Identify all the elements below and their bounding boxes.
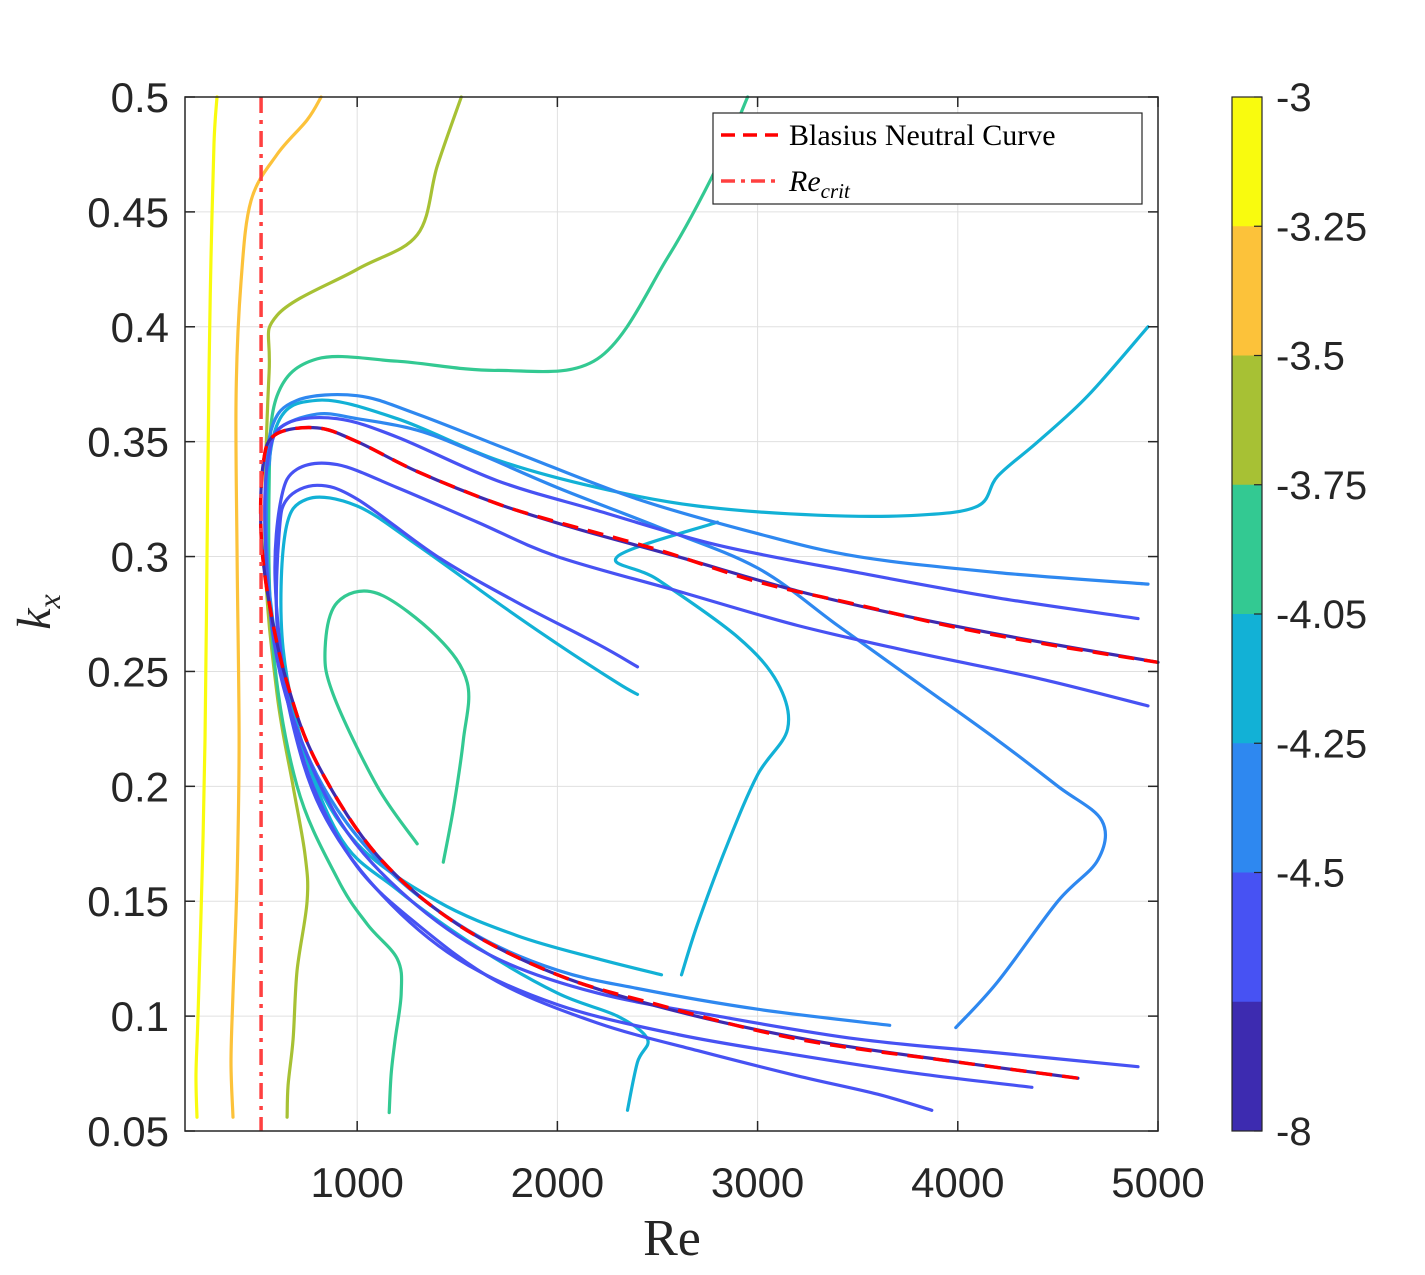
colorbar-segment xyxy=(1232,484,1262,615)
y-tick-label: 0.05 xyxy=(87,1108,169,1155)
y-tick-label: 0.35 xyxy=(87,419,169,466)
contour-line xyxy=(229,95,323,1119)
y-tick-label: 0.4 xyxy=(111,304,169,351)
x-axis-label: Re xyxy=(643,1210,701,1267)
contour-line xyxy=(273,461,1150,1112)
contour-line xyxy=(264,325,1150,1112)
colorbar-segment xyxy=(1232,97,1262,227)
blasius-neutral-curve xyxy=(258,425,1159,1080)
y-tick-label: 0.2 xyxy=(111,763,169,810)
x-tick-label: 4000 xyxy=(911,1159,1004,1206)
x-tick-label: 2000 xyxy=(511,1159,604,1206)
y-tick-label: 0.15 xyxy=(87,878,169,925)
y-tick-label: 0.45 xyxy=(87,189,169,236)
neutral-curve-group xyxy=(258,97,1159,1131)
y-axis-label: kx xyxy=(8,594,67,630)
plot-axes: 1000 2000 3000 4000 5000 0.05 0.1 0.15 0.2 0.25 0.… xyxy=(87,74,1204,1206)
colorbar-tick-label: -3.25 xyxy=(1276,205,1367,249)
y-tick-label: 0.25 xyxy=(87,648,169,695)
contour-line xyxy=(613,520,791,977)
legend-recrit-label: Recrit xyxy=(788,165,851,203)
colorbar-tick-label: -4.05 xyxy=(1276,593,1367,637)
contour-line xyxy=(279,495,664,977)
legend-box xyxy=(712,112,1143,205)
colorbar-tick-label: -3.5 xyxy=(1276,335,1345,379)
x-tick-label: 1000 xyxy=(310,1159,403,1206)
legend: Blasius Neutral Curve Recrit xyxy=(712,112,1143,205)
contour-line xyxy=(263,416,1140,1069)
x-tick-label: 5000 xyxy=(1111,1159,1204,1206)
legend-neutral-label: Blasius Neutral Curve xyxy=(789,119,1056,152)
contour-line xyxy=(274,483,1034,1089)
plot-frame xyxy=(184,96,1159,1132)
contour-line xyxy=(323,589,471,864)
colorbar-segment xyxy=(1232,355,1262,486)
colorbar: -3 -3.25 -3.5 -3.75 -4.05 -4.25 -4.5 -8 xyxy=(1231,76,1367,1154)
x-tick-label: 3000 xyxy=(711,1159,804,1206)
colorbar-segment xyxy=(1232,614,1262,744)
contour-lines xyxy=(194,95,1160,1119)
colorbar-tick-label: -8 xyxy=(1276,1110,1312,1154)
y-tick-label: 0.5 xyxy=(111,74,169,121)
colorbar-tick-label: -3.75 xyxy=(1276,464,1367,508)
y-tick-label: 0.3 xyxy=(111,534,169,581)
colorbar-segment xyxy=(1232,226,1262,356)
colorbar-tick-label: -3 xyxy=(1276,76,1312,120)
contour-line xyxy=(194,95,219,1119)
colorbar-segment xyxy=(1232,1001,1262,1132)
colorbar-tick-label: -4.5 xyxy=(1276,852,1345,896)
colorbar-segment xyxy=(1232,743,1262,873)
colorbar-segment xyxy=(1232,872,1262,1003)
y-tick-label: 0.1 xyxy=(111,993,169,1040)
contour-line xyxy=(267,95,750,1115)
colorbar-tick-label: -4.25 xyxy=(1276,722,1367,766)
